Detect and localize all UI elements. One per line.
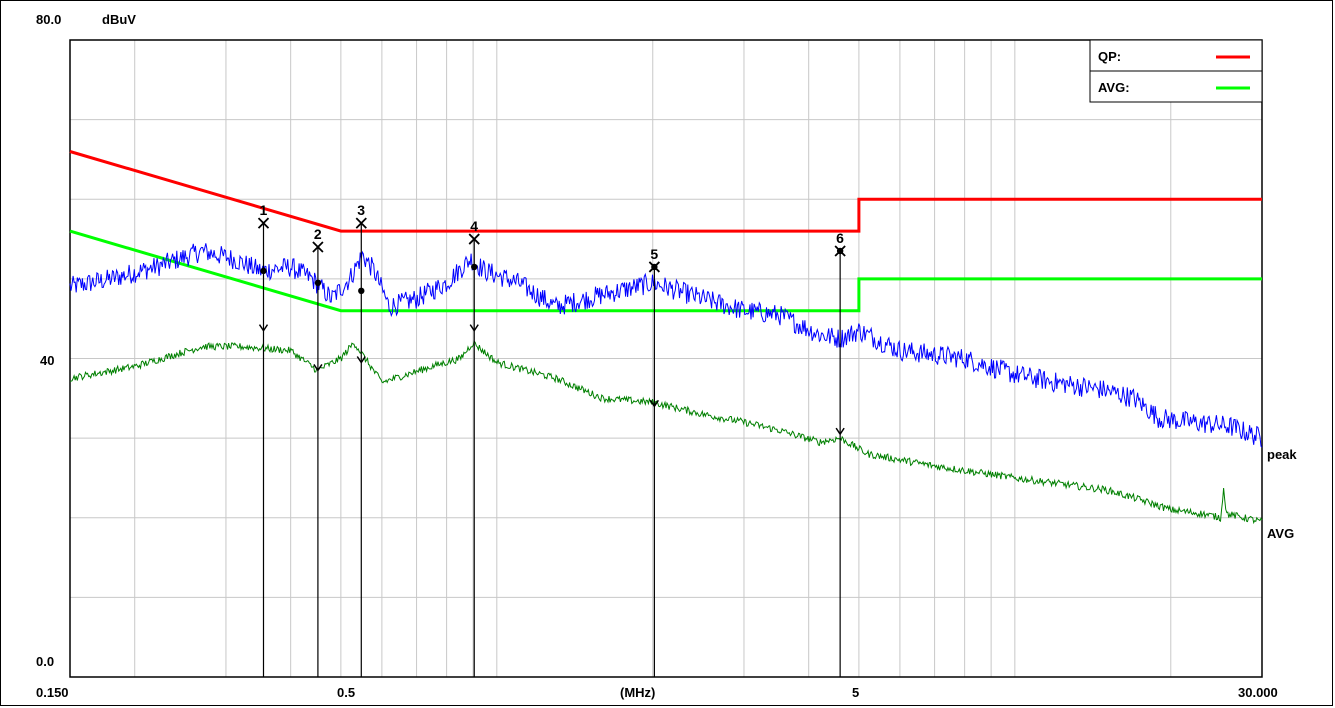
marker-peak-cross [468,233,480,245]
x-tick-label-1: 0.5 [337,685,355,700]
avg-trace-label: AVG [1267,526,1294,541]
marker-avg-arrow [258,324,269,332]
y-unit-label: dBuV [102,12,136,27]
y-min-tick-label: 0.0 [36,654,54,669]
peak-trace [69,243,1263,448]
y-mid-tick-label: 40 [40,353,54,368]
x-tick-label-3: 5 [852,685,859,700]
legend-label-qp: QP: [1098,49,1121,64]
marker-peak-cross [312,241,324,253]
x-tick-label-0: 0.150 [36,685,69,700]
plot-border [69,39,1263,678]
legend-label-avg: AVG: [1098,80,1130,95]
marker-peak-cross [355,217,367,229]
marker-qp-dot [260,267,267,275]
grid [70,40,1262,677]
marker-number-label: 6 [836,230,844,246]
y-max-tick-label: 80.0 [36,12,61,27]
limit-line-avg [69,229,1262,313]
marker-qp-dot [314,279,322,287]
legend: QP: AVG: [1089,39,1263,103]
limit-line-qp [69,150,1262,233]
marker-number-label: 2 [314,226,322,242]
marker-number-label: 3 [357,202,365,218]
marker-qp-dot [651,263,658,271]
peak-trace-label: peak [1267,447,1297,462]
series-layer [69,150,1263,525]
marker-number-label: 5 [650,246,658,262]
marker-qp-dot [471,263,478,271]
marker-avg-arrow [469,324,479,332]
marker-avg-arrow [649,399,660,408]
marker-qp-dot [358,287,365,295]
marker-number-label: 4 [470,218,478,234]
marker-layer: 1 2 3 4 5 6 [257,202,846,677]
x-unit-label: (MHz) [620,685,655,700]
marker-avg-arrow [835,427,845,436]
avg-trace [69,339,1263,525]
marker-avg-arrow [356,356,366,364]
x-tick-label-4: 30.000 [1238,685,1278,700]
marker-peak-cross [257,217,270,229]
marker-avg-arrow [313,364,323,372]
marker-qp-dot [836,247,844,255]
marker-number-label: 1 [259,202,267,218]
